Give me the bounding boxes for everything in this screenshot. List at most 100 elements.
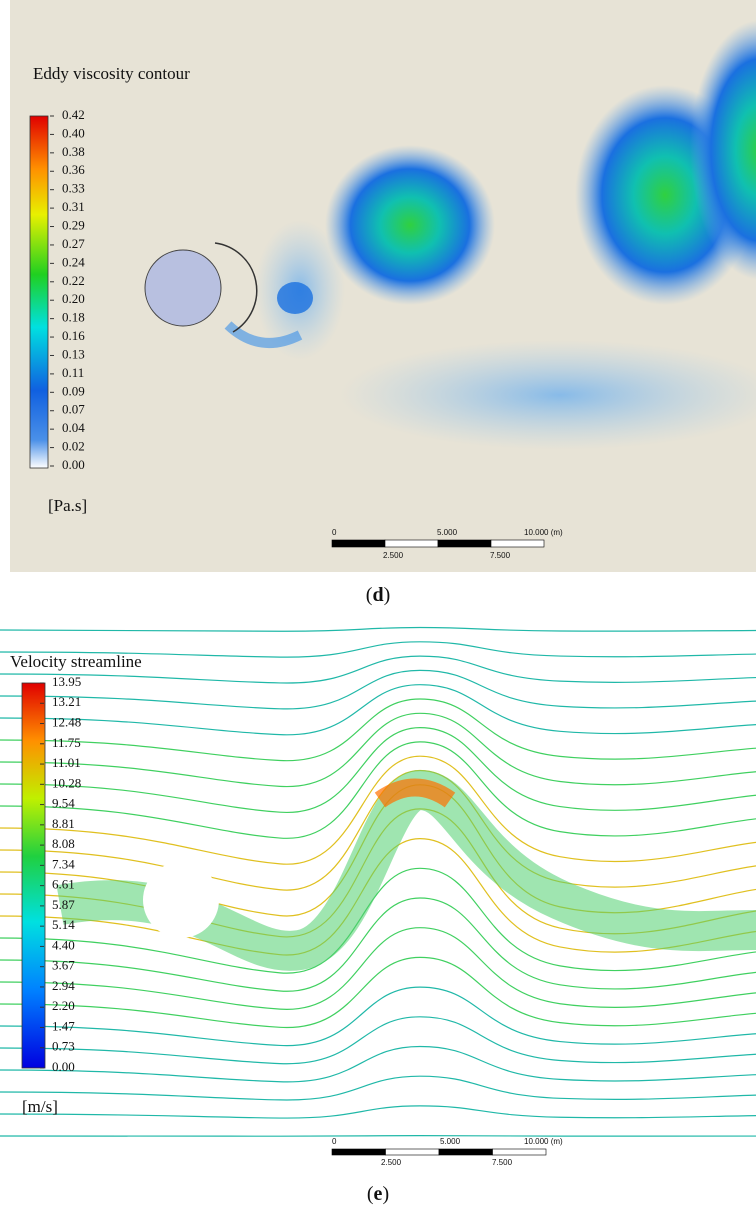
colorbar-label: 0.42 <box>62 107 85 122</box>
scale-bar-segment <box>438 1148 493 1156</box>
colorbar-label: 4.40 <box>52 937 75 952</box>
streamline <box>0 1105 756 1119</box>
colorbar-label: 13.21 <box>52 694 81 709</box>
streamline <box>0 626 756 632</box>
streamline <box>0 698 756 762</box>
colorbar-label: 0.11 <box>62 365 84 380</box>
streamline <box>0 684 756 736</box>
streamline <box>0 1045 756 1083</box>
colorbar-label: 5.14 <box>52 917 75 932</box>
streamline <box>0 867 756 974</box>
colorbar-label: 0.73 <box>52 1039 75 1054</box>
colorbar-label: 2.20 <box>52 998 75 1013</box>
colorbar-label: 0.07 <box>62 402 85 417</box>
colorbar-label: 0.02 <box>62 439 85 454</box>
colorbar-label: 2.94 <box>52 978 75 993</box>
caption-part: e <box>374 1183 383 1205</box>
colorbar-label: 0.36 <box>62 162 85 177</box>
colorbar-label: 0.04 <box>62 420 85 435</box>
colorbar-label: 12.48 <box>52 715 81 730</box>
streamline <box>0 956 756 1028</box>
colorbar-label: 8.08 <box>52 836 75 851</box>
panel-title: Eddy viscosity contour <box>33 64 190 83</box>
colorbar-label: 0.09 <box>62 383 85 398</box>
colorbar-label: 0.18 <box>62 310 85 325</box>
contour-blob <box>277 282 313 314</box>
unit-label: [Pa.s] <box>48 496 87 515</box>
colorbar-label: 7.34 <box>52 856 75 871</box>
colorbar-label: 5.87 <box>52 897 75 912</box>
streamline <box>0 1016 756 1065</box>
streamline <box>0 712 756 787</box>
caption-part: ) <box>382 1183 389 1205</box>
streamline <box>0 986 756 1047</box>
colorbar-label: 0.31 <box>62 199 85 214</box>
colorbar-label: 8.81 <box>52 816 75 831</box>
streamline <box>0 741 756 839</box>
colorbar <box>21 682 46 1069</box>
streamline-band <box>374 778 456 808</box>
panel-caption: (d) <box>366 584 390 606</box>
scale-bar-segment <box>331 539 386 548</box>
scale-label: 0 <box>332 528 337 537</box>
cylinder <box>143 862 219 938</box>
colorbar-label: 3.67 <box>52 958 75 973</box>
streamline <box>0 927 756 1010</box>
caption-part: d <box>372 584 383 606</box>
colorbar-label: 10.28 <box>52 775 81 790</box>
scale-bar-segment <box>437 539 492 548</box>
colorbar-label: 0.13 <box>62 346 85 361</box>
streamline <box>0 1075 756 1101</box>
colorbar-label: 0.24 <box>62 254 85 269</box>
streamline <box>0 837 756 956</box>
panel-caption: (e) <box>367 1183 389 1205</box>
scale-bar-segment <box>384 539 439 548</box>
streamline <box>0 669 756 710</box>
scale-label: 10.000 (m) <box>524 528 563 537</box>
caption-part: ) <box>384 584 391 606</box>
scale-label: 5.000 <box>437 528 458 537</box>
caption-part: ( <box>367 1183 374 1205</box>
plate <box>214 242 258 333</box>
colorbar-label: 0.29 <box>62 218 85 233</box>
panel-title: Velocity streamline <box>10 652 142 671</box>
unit-label: [m/s] <box>22 1097 58 1116</box>
colorbar-label: 0.40 <box>62 125 85 140</box>
scale-label: 0 <box>332 1137 337 1146</box>
colorbar-label: 0.33 <box>62 181 85 196</box>
streamline <box>0 897 756 992</box>
colorbar-label: 0.00 <box>62 457 85 472</box>
panel-d: Eddy viscosity contour 0.42 0.40 0.38 0.36 0.… <box>10 0 756 572</box>
colorbar-label: 0.20 <box>62 291 85 306</box>
scale-label: 5.000 <box>440 1137 461 1146</box>
colorbar-label: 0.27 <box>62 236 85 251</box>
colorbar-label: 13.95 <box>52 674 81 689</box>
colorbar-label: 11.01 <box>52 755 81 770</box>
colorbar-label: 1.47 <box>52 1018 75 1033</box>
scale-label: 10.000 (m) <box>524 1137 563 1146</box>
scale-label: 7.500 <box>490 551 511 560</box>
colorbar-label: 9.54 <box>52 796 75 811</box>
streamline <box>0 1134 756 1137</box>
contour-blob <box>340 340 756 450</box>
caption-part: ( <box>366 584 373 606</box>
scale-label: 2.500 <box>381 1158 402 1167</box>
colorbar-label: 11.75 <box>52 735 81 750</box>
contour-blob <box>690 20 756 280</box>
scale-bar-segment <box>331 1148 386 1156</box>
scale-bar-segment <box>490 539 545 548</box>
colorbar-label: 0.00 <box>52 1059 75 1074</box>
cylinder <box>144 249 222 327</box>
streamline <box>0 755 756 865</box>
contour-blob <box>325 145 495 305</box>
scale-bar-segment <box>385 1148 440 1156</box>
colorbar <box>29 115 49 469</box>
scale-bar-segment <box>492 1148 547 1156</box>
colorbar-label: 6.61 <box>52 877 75 892</box>
streamline <box>0 641 756 658</box>
scale-label: 2.500 <box>383 551 404 560</box>
colorbar-label: 0.22 <box>62 273 85 288</box>
panel-e: Velocity streamline 13.95 13.21 12.48 11.75 1… <box>0 615 756 1175</box>
